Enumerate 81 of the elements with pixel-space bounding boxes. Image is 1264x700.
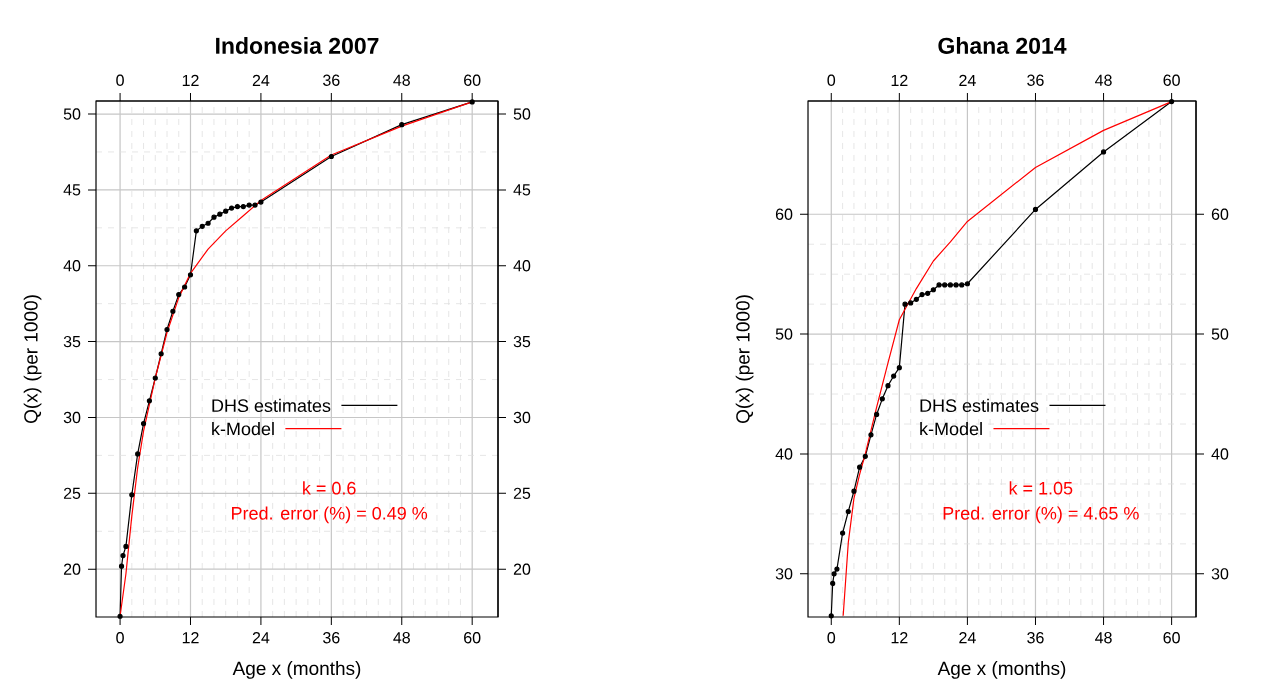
y-tick-label: 20 (63, 563, 81, 575)
point (211, 214, 217, 220)
point (146, 398, 153, 404)
y-tick-label: 30 (63, 411, 81, 424)
y2-tick-label: 25 (513, 487, 531, 499)
y-tick-label: 40 (775, 448, 793, 460)
point (252, 202, 258, 208)
y2-tick-label: 30 (513, 411, 531, 424)
y-tick-label: 50 (63, 108, 81, 120)
x-tick-label: 24 (252, 74, 270, 86)
x-tick-label: 60 (1163, 632, 1180, 644)
x-tick-label: 48 (393, 74, 410, 86)
x-tick-label: 12 (182, 74, 199, 86)
chart-title: Ghana 2014 (938, 37, 1067, 54)
y-axis-title: Q(x) (per 1000) (23, 295, 42, 424)
legend-label: DHS estimates (920, 398, 1039, 413)
y-tick-label: 25 (63, 487, 81, 499)
x-axis-title: Age x (months) (937, 661, 1066, 679)
annotation: Pred. error (%) = 0.49 % (232, 506, 428, 524)
x-tick-label: 36 (323, 74, 340, 86)
point (170, 308, 176, 314)
point (328, 153, 334, 160)
point (152, 375, 158, 381)
y2-tick-label: 35 (513, 335, 531, 348)
point (246, 202, 252, 208)
point (1032, 206, 1039, 213)
point (228, 205, 235, 211)
y2-tick-label: 60 (1211, 208, 1229, 220)
point (828, 613, 834, 619)
point (193, 228, 199, 234)
legend-label: k-Model (212, 422, 274, 436)
y2-tick-label: 30 (1211, 568, 1229, 580)
point (135, 451, 141, 457)
x-tick-label: 60 (464, 74, 481, 86)
y-tick-label: 45 (63, 184, 81, 196)
chart-title: Indonesia 2007 (216, 37, 379, 54)
point (217, 211, 223, 217)
point (240, 203, 246, 210)
x-tick-label: 12 (891, 632, 908, 644)
point (120, 552, 126, 559)
point (187, 272, 194, 278)
point (176, 291, 182, 298)
annotation: k = 1.05 (1009, 481, 1073, 495)
point (118, 563, 125, 569)
annotation: Pred. error (%) = 4.65 % (943, 506, 1139, 524)
point (158, 351, 164, 357)
legend-label: DHS estimates (212, 398, 331, 413)
y-axis-title: Q(x) (per 1000) (735, 295, 754, 424)
point (182, 284, 188, 290)
point (199, 223, 205, 229)
x-tick-label: 0 (116, 74, 124, 86)
y2-tick-label: 45 (513, 184, 531, 196)
y2-tick-label: 50 (1211, 328, 1229, 340)
x-tick-label: 0 (827, 632, 836, 644)
y-tick-label: 30 (775, 568, 793, 580)
point (830, 580, 836, 587)
y-tick-label: 35 (63, 335, 81, 348)
y2-tick-label: 50 (513, 108, 531, 120)
point (164, 326, 170, 333)
point (258, 199, 264, 205)
y2-tick-label: 20 (513, 563, 531, 575)
x-tick-label: 48 (1095, 632, 1112, 644)
y-tick-label: 60 (775, 208, 793, 220)
point (399, 122, 405, 128)
point (234, 203, 241, 210)
point (1100, 149, 1107, 155)
point (140, 420, 147, 427)
point (117, 613, 123, 619)
y2-tick-label: 40 (1211, 448, 1229, 460)
point (223, 208, 229, 214)
y2-tick-label: 40 (513, 260, 531, 272)
point (205, 220, 211, 226)
x-tick-label: 24 (959, 632, 976, 644)
point (123, 543, 129, 550)
x-tick-label: 36 (1027, 632, 1044, 644)
point (129, 492, 135, 498)
annotation: k = 0.6 (303, 481, 356, 495)
y-tick-label: 50 (775, 328, 793, 340)
y-tick-label: 40 (63, 260, 81, 272)
legend-label: k-Model (920, 422, 982, 436)
x-axis-title: Age x (months) (232, 661, 361, 679)
